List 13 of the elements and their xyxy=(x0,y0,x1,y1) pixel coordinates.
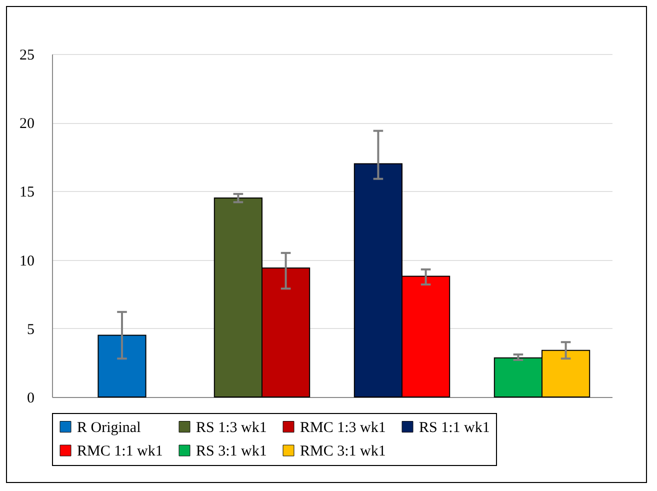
legend-label: RS 1:3 wk1 xyxy=(196,420,267,436)
legend-label: RS 3:1 wk1 xyxy=(196,444,267,460)
legend-label: RMC 3:1 wk1 xyxy=(300,444,386,460)
y-tick-label: 25 xyxy=(20,48,34,64)
y-tick-label: 15 xyxy=(20,184,34,201)
legend-label: RMC 1:3 wk1 xyxy=(300,420,386,436)
y-tick-label: 5 xyxy=(27,322,34,338)
legend-label: RS 1:1 wk1 xyxy=(419,420,490,436)
y-tick-label: 20 xyxy=(20,116,34,132)
legend-label: RMC 1:1 wk1 xyxy=(77,444,163,460)
legend-label: R Original xyxy=(77,420,141,436)
y-tick-label: 10 xyxy=(20,253,34,270)
y-tick-label: 0 xyxy=(27,390,34,406)
